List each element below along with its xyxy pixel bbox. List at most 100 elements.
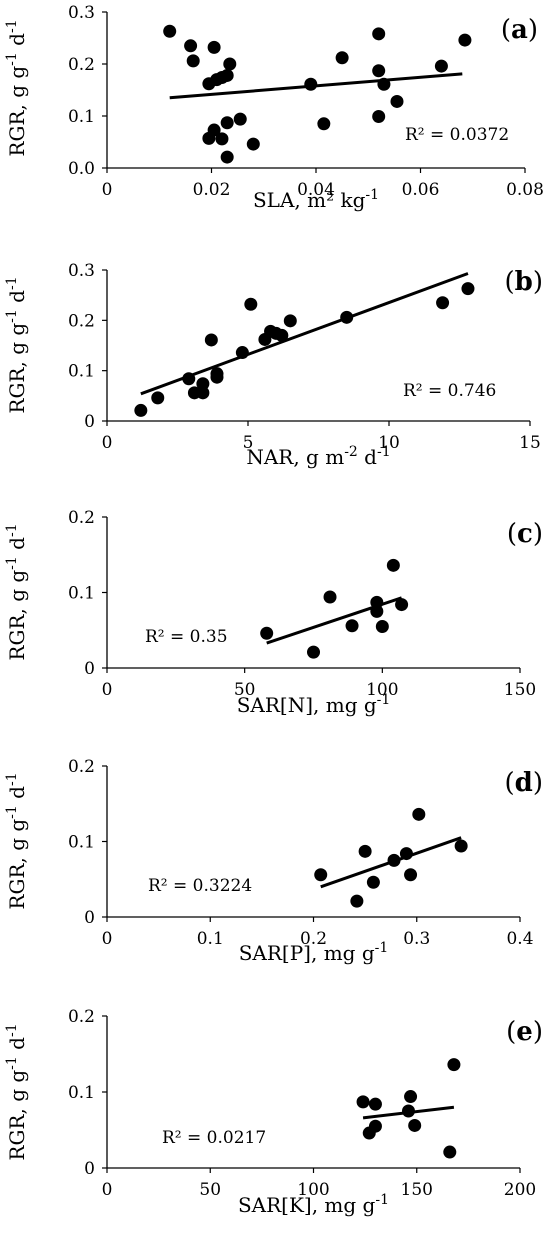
y-tick-label: 0.2 [68, 311, 95, 331]
data-point [246, 137, 260, 151]
data-point [220, 150, 234, 164]
x-tick-label: 200 [504, 1180, 536, 1200]
data-point [443, 1145, 457, 1159]
data-point [244, 297, 258, 311]
data-point [377, 77, 391, 91]
y-axis-title: RGR, g g-1 d-1 [4, 523, 29, 660]
data-point [387, 853, 401, 867]
y-tick-label: 0.1 [68, 362, 95, 382]
data-point [434, 59, 448, 73]
panel-c: 0 50 100 150 0 0.1 0.2 R² = 0.35 (c) SAR[N], mg g… [4, 508, 543, 717]
data-point [390, 94, 404, 108]
data-point [323, 590, 337, 604]
x-tick-label: 0.2 [300, 929, 327, 949]
y-tick-label: 0.1 [68, 833, 95, 853]
x-axis-title: SAR[K], mg g-1 [238, 1192, 389, 1217]
data-point [163, 24, 177, 38]
data-point [317, 117, 331, 131]
x-tick-label: 0 [102, 680, 113, 700]
data-point [356, 1095, 370, 1109]
x-tick-label: 0 [102, 1180, 113, 1200]
y-axis-title: RGR, g g-1 d-1 [4, 772, 29, 909]
data-point [233, 112, 247, 126]
panel-e: 0 50 100 150 200 0 0.1 0.2 R² = 0.0217 (e) SAR[K],… [4, 1007, 543, 1217]
data-point [184, 39, 198, 53]
x-tick-label: 0.06 [402, 180, 440, 200]
data-point [454, 839, 468, 853]
data-point [210, 367, 224, 381]
y-tick-label: 0.2 [68, 55, 95, 75]
data-point [283, 314, 297, 328]
x-tick-label: 0.1 [197, 929, 224, 949]
data-point [223, 57, 237, 71]
panel-d: 0 0.1 0.2 0.3 0.4 0 0.1 0.2 R² = 0.3224 (d) SAR[P]… [4, 757, 543, 965]
data-point [370, 595, 384, 609]
x-axis-title: SAR[P], mg g-1 [239, 940, 389, 965]
x-tick-label: 0.04 [297, 180, 335, 200]
x-axis-title: SAR[N], mg g-1 [237, 692, 391, 717]
data-point [307, 645, 320, 659]
data-point [207, 123, 221, 137]
x-tick-label: 0 [102, 433, 113, 453]
data-point [304, 77, 318, 91]
x-tick-label: 10 [378, 433, 400, 453]
data-point [368, 1097, 382, 1111]
data-point [436, 296, 450, 310]
y-tick-label: 0.3 [68, 261, 95, 281]
y-tick-label: 0.3 [68, 3, 95, 23]
y-tick-label: 0.1 [68, 107, 95, 127]
panel-label: (e) [506, 1017, 543, 1047]
y-axis-title: RGR, g g-1 d-1 [4, 19, 29, 156]
panel-b: 0 5 10 15 0 0.1 0.2 0.3 R² = 0.746 (b) NAR, g m-2 … [4, 261, 543, 469]
x-tick-label: 50 [234, 680, 256, 700]
data-point [366, 875, 380, 889]
x-tick-label: 50 [199, 1180, 221, 1200]
data-point [196, 377, 210, 391]
data-point [404, 868, 418, 882]
data-point [401, 1104, 415, 1118]
r-squared-label: R² = 0.3224 [148, 876, 252, 896]
x-tick-label: 150 [401, 1180, 433, 1200]
data-point [186, 54, 200, 68]
data-point [368, 1119, 382, 1133]
data-point [275, 328, 289, 342]
x-tick-label: 0 [102, 180, 113, 200]
y-tick-label: 0.1 [68, 1083, 95, 1103]
data-point [370, 604, 384, 618]
data-point [335, 51, 349, 65]
y-tick-label: 0 [84, 908, 95, 928]
r-squared-label: R² = 0.0217 [162, 1128, 266, 1148]
data-point [372, 27, 386, 41]
data-point [399, 847, 413, 861]
data-point [404, 1090, 418, 1104]
data-point [395, 598, 409, 612]
y-tick-label: 0.2 [68, 1007, 95, 1027]
y-tick-label: 0.2 [68, 508, 95, 528]
x-tick-label: 0.4 [506, 929, 533, 949]
x-tick-label: 5 [243, 433, 254, 453]
data-point [151, 391, 165, 405]
y-tick-label: 0 [84, 412, 95, 432]
x-tick-label: 0.3 [403, 929, 430, 949]
panel-label: (b) [505, 267, 544, 297]
y-tick-label: 0.2 [68, 757, 95, 777]
data-point [215, 132, 229, 146]
data-point [196, 386, 210, 400]
data-point [372, 110, 386, 124]
y-tick-label: 0 [84, 659, 95, 679]
data-point [314, 868, 328, 882]
data-point [235, 346, 249, 360]
x-tick-label: 15 [519, 433, 541, 453]
x-tick-label: 100 [366, 680, 398, 700]
y-tick-label: 0 [84, 1159, 95, 1179]
panel-label: (a) [501, 15, 538, 45]
data-point [375, 619, 389, 633]
x-tick-label: 0 [102, 929, 113, 949]
y-tick-label: 0.1 [68, 584, 95, 604]
trendline [140, 272, 469, 396]
x-tick-label: 100 [297, 1180, 329, 1200]
x-tick-label: 0.08 [506, 180, 544, 200]
data-point [134, 403, 148, 417]
data-point [412, 807, 426, 821]
